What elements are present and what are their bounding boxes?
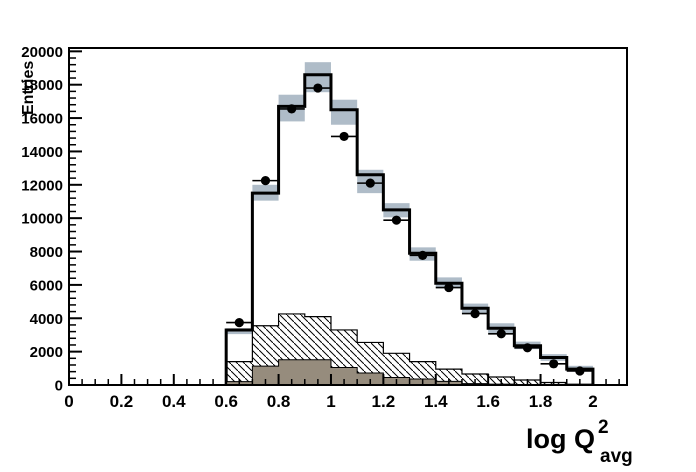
data-point-marker (234, 318, 244, 328)
y-tick-label: 18000 (21, 77, 63, 94)
y-tick-label: 0 (55, 378, 63, 395)
axis-ticks: 0 0.2 0.4 0.6 0.8 1 1.2 1.4 1.6 1.8 2 0 2000 4000 6000… (21, 44, 620, 411)
y-tick-label: 14000 (21, 144, 63, 161)
x-tick-label: 0.4 (162, 392, 186, 411)
data-point-marker (313, 83, 323, 93)
x-tick-label: 1.8 (529, 392, 553, 411)
y-tick-label: 6000 (30, 277, 63, 294)
y-tick-label: 16000 (21, 111, 63, 128)
x-tick-label: 1.2 (372, 392, 396, 411)
x-tick-label: 1 (326, 392, 335, 411)
data-point-marker (496, 329, 506, 339)
y-tick-label: 12000 (21, 177, 63, 194)
brown-background-fill (226, 359, 593, 385)
x-tick-label: 1.6 (476, 392, 500, 411)
data-point-marker (418, 250, 428, 260)
plot-frame (68, 47, 628, 386)
data-point-marker (575, 366, 585, 376)
x-tick-label: 0 (64, 392, 73, 411)
y-tick-label: 20000 (21, 44, 63, 61)
y-tick-label: 8000 (30, 244, 63, 261)
data-point-marker (470, 308, 480, 319)
data-point-marker (391, 215, 402, 225)
x-axis-title-superscript: 2 (598, 417, 609, 438)
syst-band-bin (330, 99, 358, 125)
y-axis-title: Entries (20, 61, 37, 115)
x-tick-label: 2 (588, 392, 597, 411)
data-point-marker (522, 343, 533, 353)
data-point-marker (549, 359, 559, 369)
x-tick-label: 1.4 (424, 392, 448, 411)
y-tick-label: 4000 (30, 311, 63, 328)
x-tick-label: 0.8 (267, 392, 291, 411)
y-tick-label: 10000 (21, 211, 63, 228)
data-point-marker (365, 178, 375, 188)
x-axis-title: log Q 2 avg (526, 417, 633, 467)
data-point-marker (444, 282, 454, 293)
x-axis-title-subscript: avg (600, 446, 633, 467)
data-point-marker (339, 131, 349, 142)
x-tick-label: 0.2 (110, 392, 134, 411)
data-point-marker (260, 176, 271, 186)
x-axis-title-main: log Q (526, 424, 595, 454)
y-tick-label: 2000 (30, 344, 63, 361)
x-tick-label: 0.6 (214, 392, 238, 411)
data-point-marker (287, 104, 297, 114)
data-points (226, 83, 593, 376)
